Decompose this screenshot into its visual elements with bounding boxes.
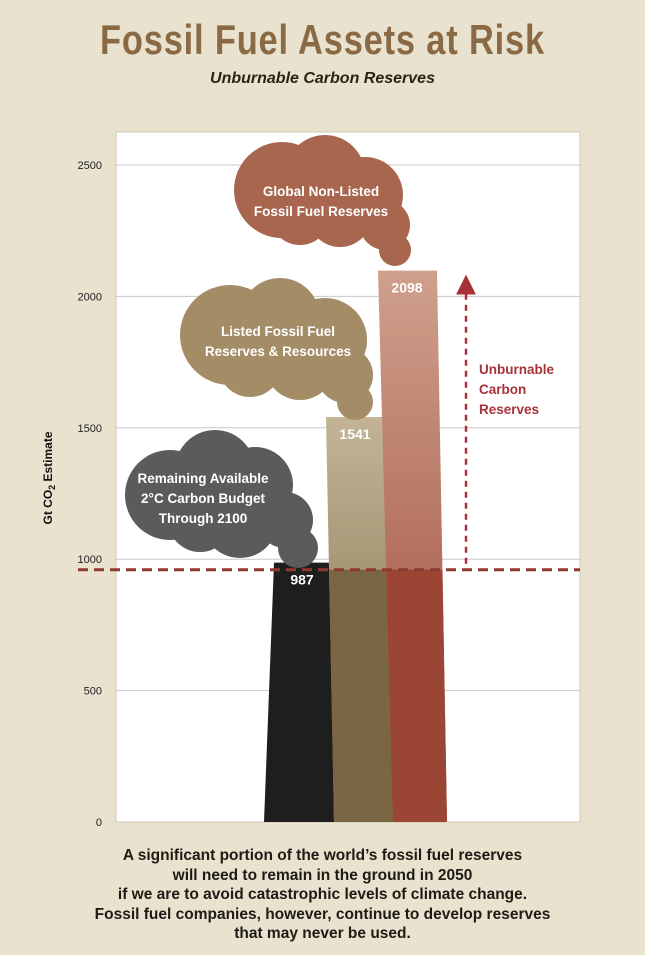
data-label: 987	[290, 572, 314, 588]
page-title: Fossil Fuel Assets at Risk	[100, 16, 545, 63]
cloud-label: 2°C Carbon Budget	[141, 491, 265, 506]
annotation-label: Unburnable	[479, 362, 554, 377]
cloud-label: Through 2100	[159, 511, 248, 526]
page-subtitle: Unburnable Carbon Reserves	[210, 70, 435, 87]
cloud-label: Fossil Fuel Reserves	[254, 204, 388, 219]
cloud-label: Listed Fossil Fuel	[221, 324, 335, 339]
footer-line: will need to remain in the ground in 205…	[172, 866, 473, 884]
cloud-label: Remaining Available	[137, 471, 269, 486]
bar-2-lower	[329, 569, 393, 822]
cloud-label: Global Non-Listed	[263, 184, 379, 199]
y-tick-label: 500	[84, 686, 102, 698]
chart: 0 500 1000 1500 2000 2500 Gt CO2 Estimate 987 15…	[41, 131, 581, 829]
data-label: 1541	[339, 426, 370, 442]
y-tick-label: 0	[96, 817, 102, 829]
y-tick-label: 1000	[78, 554, 102, 566]
footer-line: Fossil fuel companies, however, continue…	[94, 905, 551, 923]
y-tick-label: 1500	[78, 423, 102, 435]
footer-line: that may never be used.	[234, 925, 411, 942]
annotation-label: Reserves	[479, 402, 539, 417]
bar-1	[264, 562, 334, 822]
annotation-label: Carbon	[479, 382, 526, 397]
smoke-cloud-3	[234, 135, 411, 266]
y-tick-label: 2000	[78, 291, 102, 303]
footer-text: A significant portion of the world’s fos…	[40, 846, 605, 944]
data-label: 2098	[391, 280, 422, 296]
bar-3-lower	[386, 569, 447, 822]
footer-line: if we are to avoid catastrophic levels o…	[117, 886, 528, 903]
y-tick-label: 2500	[78, 160, 102, 172]
cloud-label: Reserves & Resources	[205, 344, 351, 359]
y-axis-label: Gt CO2 Estimate	[41, 431, 57, 524]
footer-line: A significant portion of the world’s fos…	[122, 847, 523, 864]
smoke-cloud-2	[180, 278, 373, 420]
smoke-cloud-1	[125, 430, 318, 568]
